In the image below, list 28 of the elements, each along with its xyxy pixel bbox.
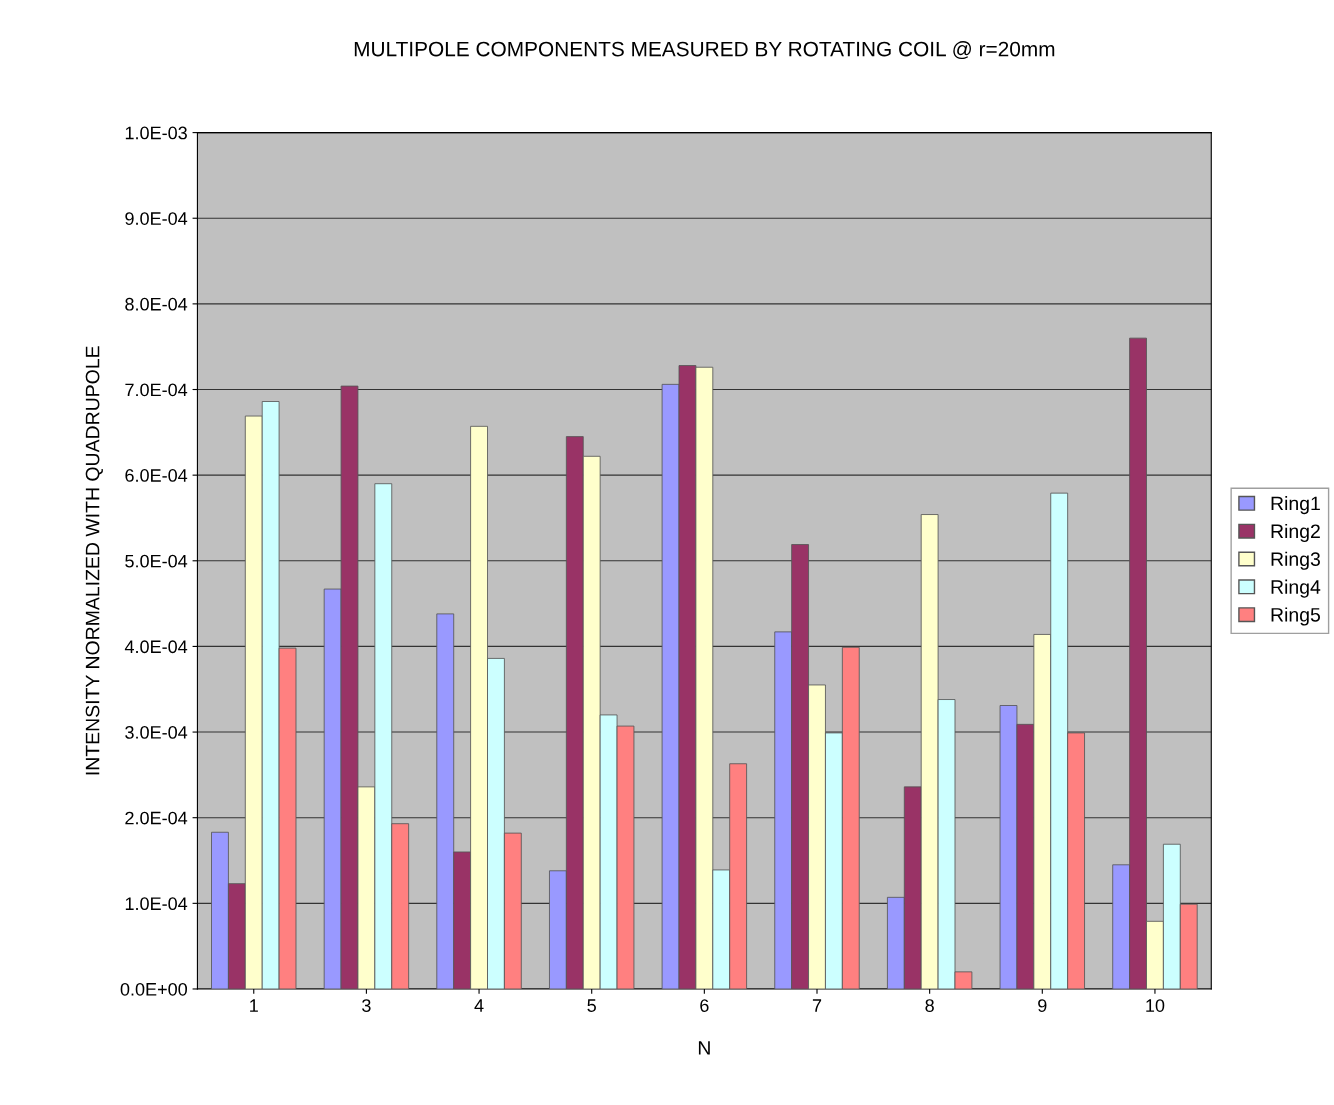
x-tick-label: 7 — [812, 999, 822, 1012]
y-tick-label: 6.0E-04 — [125, 469, 188, 482]
y-tick-label: 1.0E-03 — [125, 126, 187, 140]
y-tick-label: 2.0E-04 — [125, 811, 188, 825]
x-tick-label: 1 — [250, 999, 258, 1012]
legend-label: Ring3 — [1271, 551, 1320, 570]
x-tick-label: 9 — [1038, 999, 1047, 1012]
legend-label: Ring2 — [1271, 523, 1320, 542]
x-axis-title: N — [698, 1041, 710, 1055]
x-tick-label: 10 — [1146, 999, 1165, 1012]
legend-label: Ring1 — [1271, 496, 1320, 515]
x-tick-label: 5 — [587, 999, 596, 1012]
chart-title: MULTIPOLE COMPONENTS MEASURED BY ROTATING COIL @ r=20mm — [354, 41, 1055, 60]
x-tick-label: 3 — [362, 999, 371, 1012]
y-tick-label: 8.0E-04 — [125, 297, 188, 311]
y-tick-label: 1.0E-04 — [125, 897, 188, 911]
y-tick-label: 4.0E-04 — [124, 640, 188, 654]
x-tick-label: 8 — [925, 999, 934, 1012]
y-tick-label: 0.0E+00 — [120, 982, 188, 996]
y-tick-label: 9.0E-04 — [125, 212, 188, 225]
legend-label: Ring4 — [1271, 579, 1321, 598]
y-axis-title: INTENSITY NORMALIZED WITH QUADRUPOLE — [85, 346, 103, 775]
y-tick-label: 5.0E-04 — [125, 554, 188, 568]
y-tick-label: 3.0E-04 — [125, 726, 188, 739]
x-tick-label: 6 — [700, 999, 709, 1012]
y-tick-label: 7.0E-04 — [125, 383, 188, 397]
x-tick-label: 4 — [474, 999, 484, 1012]
legend-label: Ring5 — [1271, 607, 1321, 626]
